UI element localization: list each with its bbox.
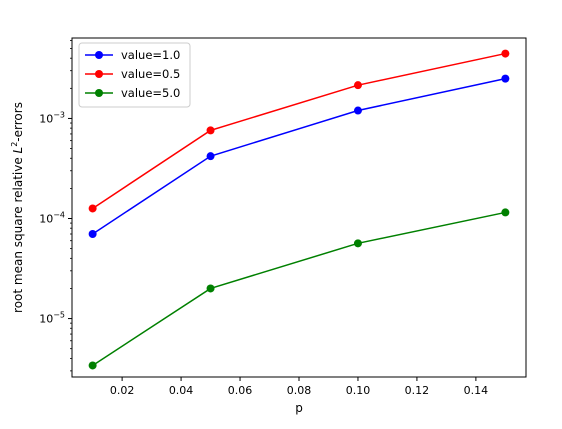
data-point [501, 208, 510, 217]
series-line [92, 211, 506, 367]
y-axis-label-superscript: 2 [10, 142, 19, 147]
data-point [353, 106, 362, 115]
series-layer [88, 49, 510, 370]
plot-frame [71, 37, 527, 378]
legend-label: value=1.0 [121, 48, 180, 62]
x-tick-label: 0.12 [405, 384, 430, 397]
y-tick-label: 10−3 [39, 110, 65, 125]
x-tick-label: 0.10 [346, 384, 371, 397]
data-point [88, 204, 97, 213]
y-axis-label-suffix: -errors [11, 102, 25, 142]
data-point [353, 239, 362, 248]
series-line [92, 52, 506, 210]
y-axis-label-math: L [11, 147, 25, 154]
y-axis-label: root mean square relative L2-errors [10, 102, 25, 313]
data-point [353, 81, 362, 90]
data-point [88, 361, 97, 370]
data-point [206, 126, 215, 135]
x-tick-label: 0.14 [464, 384, 489, 397]
legend-marker [95, 70, 103, 78]
y-tick-label: 10−4 [39, 211, 65, 226]
y-axis-ticks: 10−5 10−4 10−3 [39, 110, 72, 326]
series-line [92, 77, 506, 235]
x-axis-label: p [295, 401, 303, 415]
data-point [206, 284, 215, 293]
data-point [206, 152, 215, 161]
y-tick-label: 10−5 [39, 311, 65, 326]
data-point [501, 74, 510, 83]
x-tick-label: 0.04 [169, 384, 194, 397]
x-tick-label: 0.02 [110, 384, 135, 397]
legend-label: value=0.5 [121, 67, 180, 81]
x-axis-ticks: 0.02 0.04 0.06 0.08 0.10 0.12 0.14 [110, 377, 488, 397]
legend-label: value=5.0 [121, 86, 180, 100]
legend-box [78, 42, 191, 108]
legend-marker [95, 51, 103, 59]
legend-marker [95, 89, 103, 97]
x-tick-label: 0.08 [287, 384, 312, 397]
data-point [88, 230, 97, 239]
y-axis-label-text: root mean square relative [11, 153, 25, 313]
data-point [501, 49, 510, 58]
x-tick-label: 0.06 [228, 384, 253, 397]
legend: value=1.0 value=0.5 value=5.0 [78, 42, 191, 108]
